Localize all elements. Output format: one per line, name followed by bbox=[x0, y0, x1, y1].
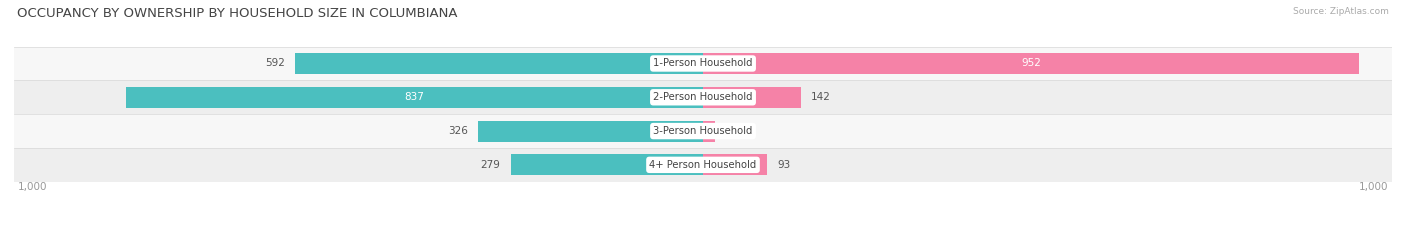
Text: 1,000: 1,000 bbox=[17, 182, 46, 192]
Bar bbox=[14, 47, 1392, 80]
Bar bbox=[14, 148, 1392, 182]
Bar bbox=[14, 114, 1392, 148]
Text: 142: 142 bbox=[811, 92, 831, 102]
Text: 17: 17 bbox=[725, 126, 738, 136]
Bar bbox=[703, 154, 768, 175]
Text: 2-Person Household: 2-Person Household bbox=[654, 92, 752, 102]
Bar bbox=[703, 121, 714, 141]
Text: 952: 952 bbox=[1021, 58, 1040, 69]
Bar bbox=[703, 53, 1358, 74]
Text: 326: 326 bbox=[449, 126, 468, 136]
Text: 1,000: 1,000 bbox=[1360, 182, 1389, 192]
Text: 3-Person Household: 3-Person Household bbox=[654, 126, 752, 136]
Bar bbox=[14, 80, 1392, 114]
Text: 592: 592 bbox=[264, 58, 285, 69]
Text: 1-Person Household: 1-Person Household bbox=[654, 58, 752, 69]
Text: 279: 279 bbox=[481, 160, 501, 170]
Bar bbox=[127, 87, 703, 108]
Text: Source: ZipAtlas.com: Source: ZipAtlas.com bbox=[1294, 7, 1389, 16]
Bar bbox=[478, 121, 703, 141]
Text: OCCUPANCY BY OWNERSHIP BY HOUSEHOLD SIZE IN COLUMBIANA: OCCUPANCY BY OWNERSHIP BY HOUSEHOLD SIZE… bbox=[17, 7, 457, 20]
Text: 837: 837 bbox=[405, 92, 425, 102]
Text: 93: 93 bbox=[778, 160, 790, 170]
Text: 4+ Person Household: 4+ Person Household bbox=[650, 160, 756, 170]
Bar bbox=[703, 87, 801, 108]
Bar bbox=[510, 154, 703, 175]
Bar bbox=[295, 53, 703, 74]
